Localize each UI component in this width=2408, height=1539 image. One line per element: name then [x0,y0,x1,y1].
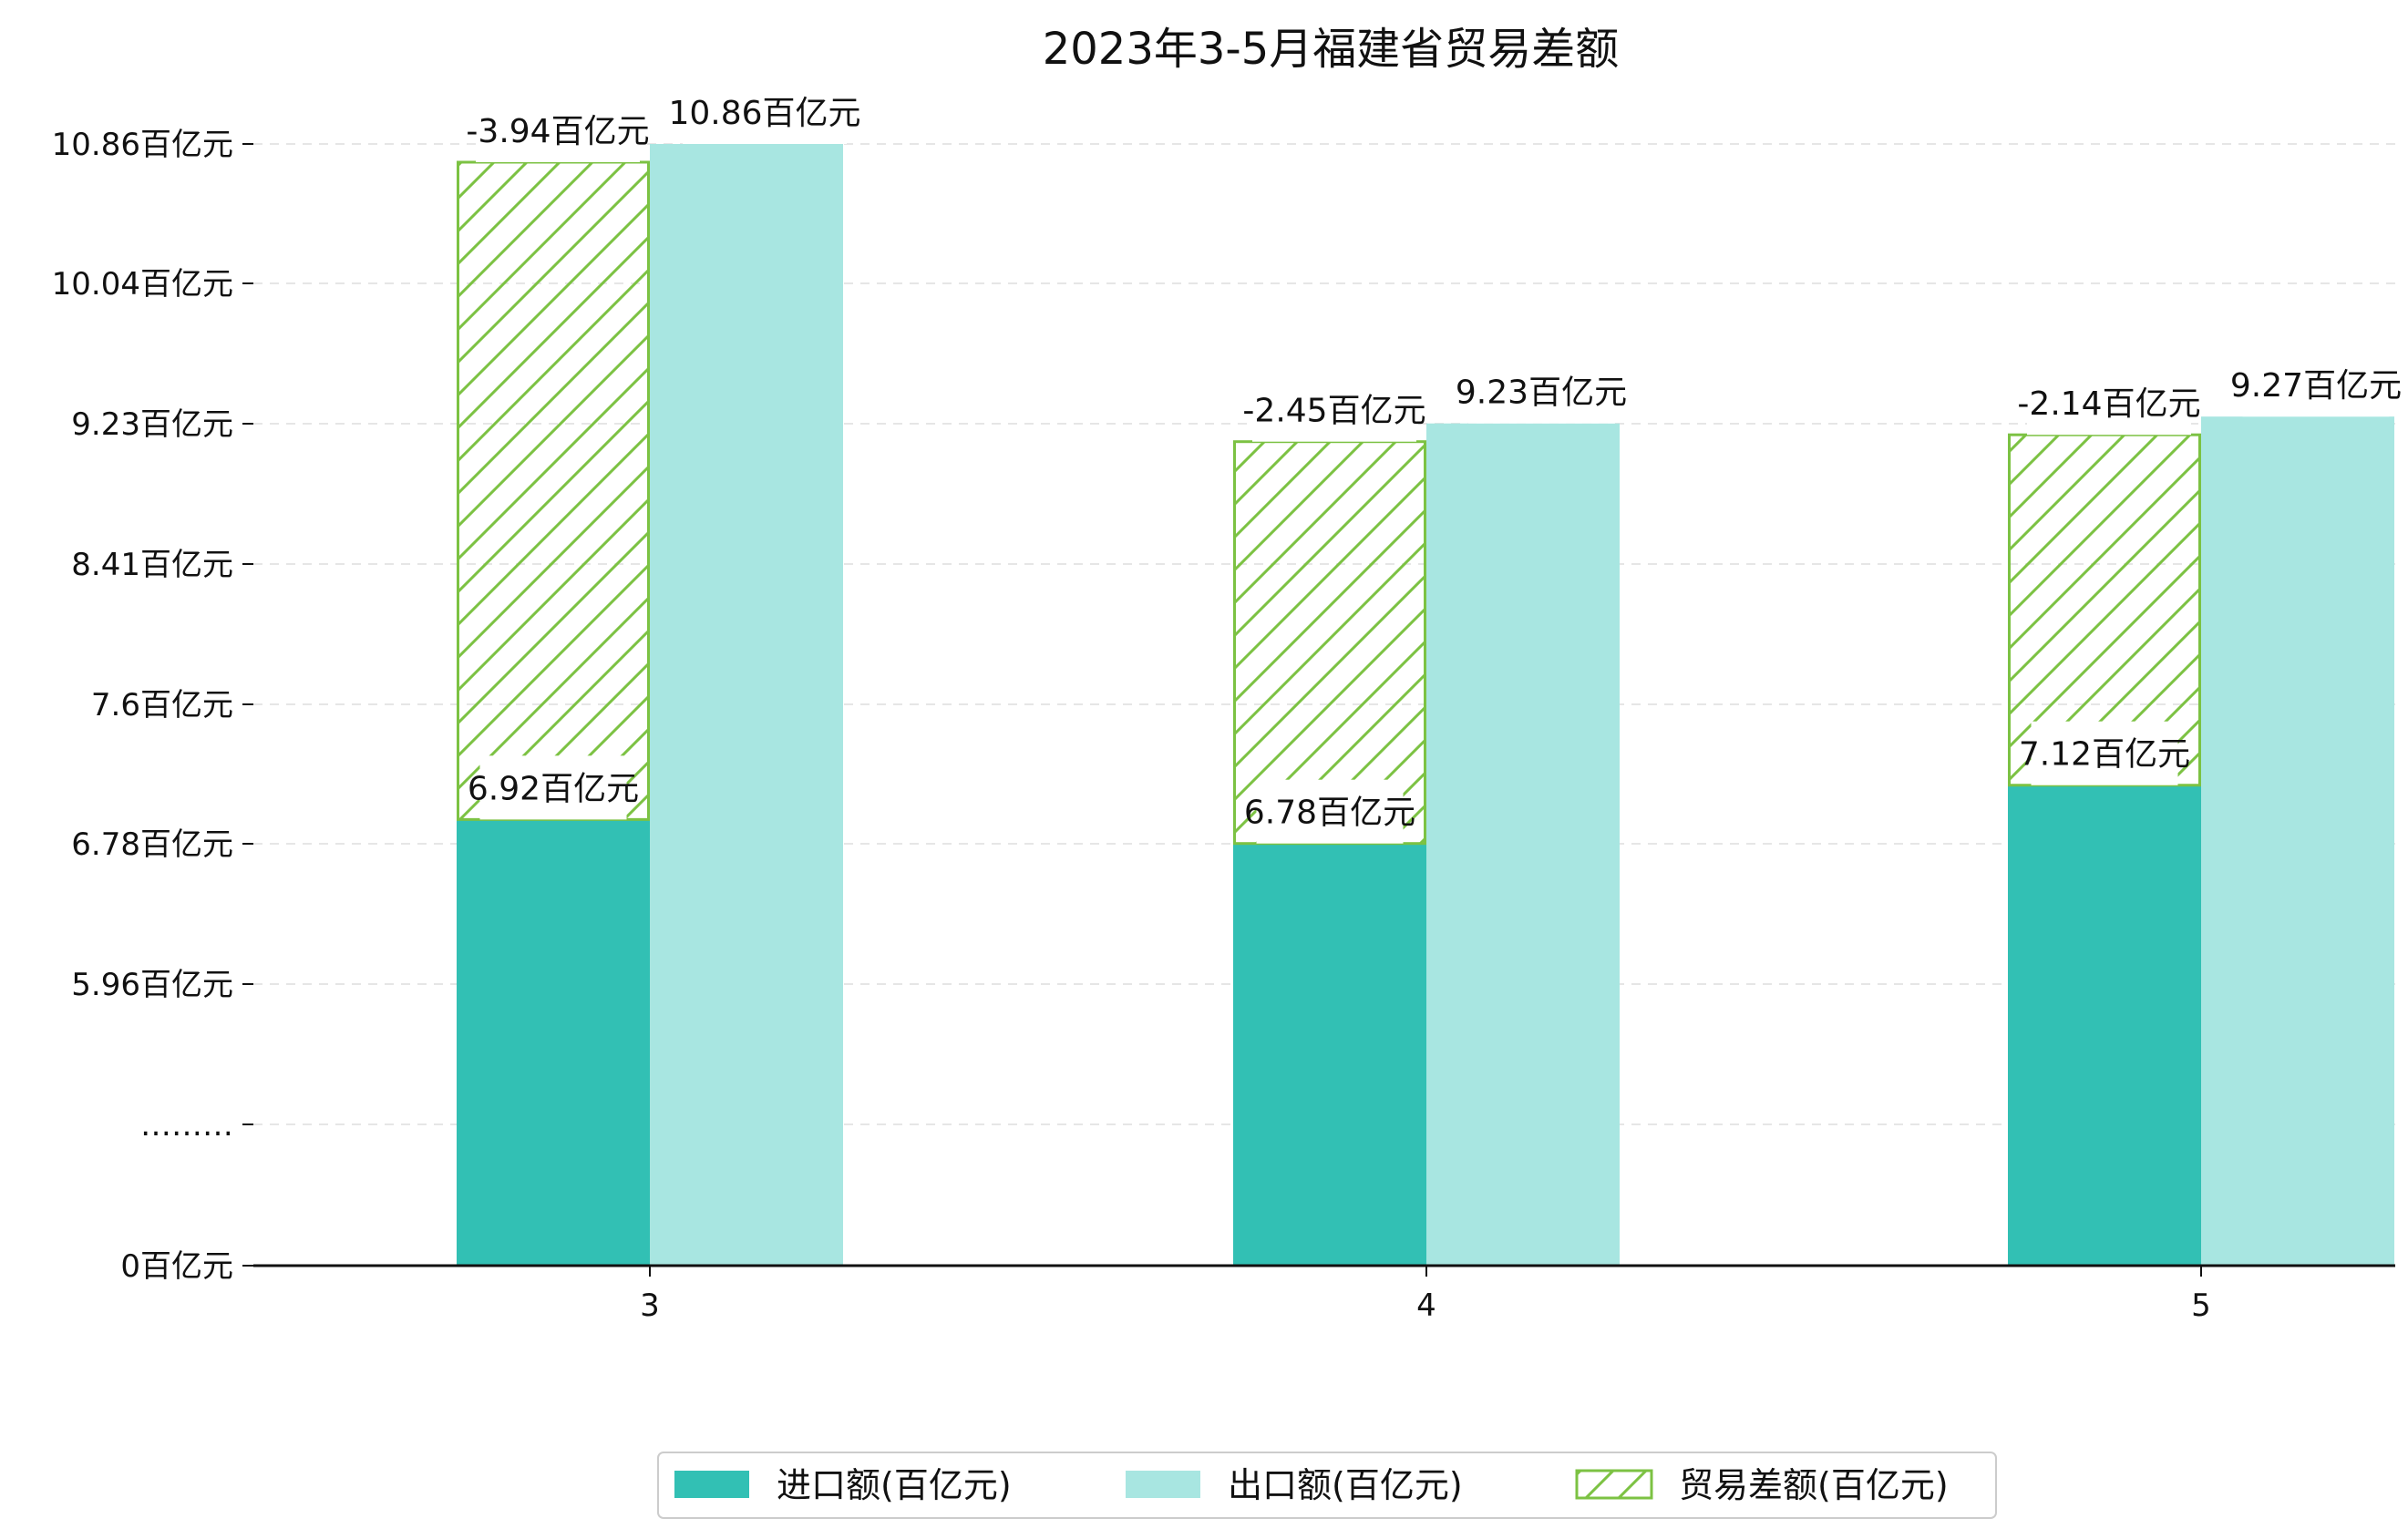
bar-export [1426,423,1620,1266]
label-trade-balance-box [2027,371,2191,436]
legend-export-label: 出口额(百亿元) [1228,1465,1463,1505]
bar-export [2201,416,2394,1267]
label-export-box [2242,353,2390,417]
legend-trade-balance-swatch [1575,1469,1653,1500]
label-trade-balance: -3.94百亿元 [466,113,649,150]
label-export: 10.86百亿元 [668,95,860,132]
label-import: 6.78百亿元 [1244,795,1415,832]
y-tick-label: 5.96百亿元 [71,967,233,1003]
y-tick-label: 10.04百亿元 [52,266,233,303]
label-trade-balance-box [476,98,640,162]
legend-trade-balance-label: 贸易差额(百亿元) [1679,1465,1949,1505]
x-tick-label: 3 [640,1288,660,1324]
legend: 进口额(百亿元) 出口额(百亿元) 贸易差额(百亿元) [657,1452,1997,1519]
legend-frame [657,1452,1997,1519]
label-trade-balance: -2.45百亿元 [1242,393,1425,430]
legend-export-swatch [1126,1471,1200,1498]
legend-import-swatch [674,1471,749,1498]
data-labels-layer: 6.92百亿元 10.86百亿元 -3.94百亿元 6.78百亿元 9.23百亿元 -2.… [466,80,2402,844]
label-trade-balance: -2.14百亿元 [2017,385,2200,423]
label-import-box [2031,721,2178,785]
bar-import [457,819,650,1266]
label-export: 9.27百亿元 [2230,367,2402,405]
bar-export [650,144,843,1266]
chart-title: 2023年3-5月福建省贸易差额 [1043,24,1620,75]
y-tick-label: 9.23百亿元 [71,406,233,443]
label-import: 7.12百亿元 [2019,736,2190,774]
label-import-box [1256,779,1404,844]
label-export: 9.23百亿元 [1456,374,1627,412]
y-tick-label: ……… [140,1107,233,1144]
bar-import [2008,785,2201,1266]
y-tick-label: 7.6百亿元 [91,687,233,723]
label-export-box [1467,359,1615,424]
label-import-box [479,755,627,820]
bars-layer [457,144,2394,1267]
y-tick-label: 8.41百亿元 [71,547,233,583]
y-tick-label: 6.78百亿元 [71,826,233,863]
x-tick-label: 4 [1416,1288,1436,1324]
bar-trade-balance [457,160,650,821]
y-tick-label: 10.86百亿元 [52,127,233,163]
x-tick-label: 5 [2191,1288,2211,1324]
bar-trade-balance [1233,440,1426,846]
x-axis: 3 4 5 [253,1264,2395,1324]
label-trade-balance-box [1252,377,1416,442]
label-import: 6.92百亿元 [468,770,639,807]
label-export-box [683,80,847,144]
y-tick-label: 0百亿元 [120,1248,233,1285]
bar-import [1233,843,1426,1266]
y-axis: 0百亿元 ……… 5.96百亿元 6.78百亿元 7.6百亿元 8.41百亿元 9.23百亿… [52,127,253,1285]
legend-import-label: 进口额(百亿元) [777,1465,1012,1505]
